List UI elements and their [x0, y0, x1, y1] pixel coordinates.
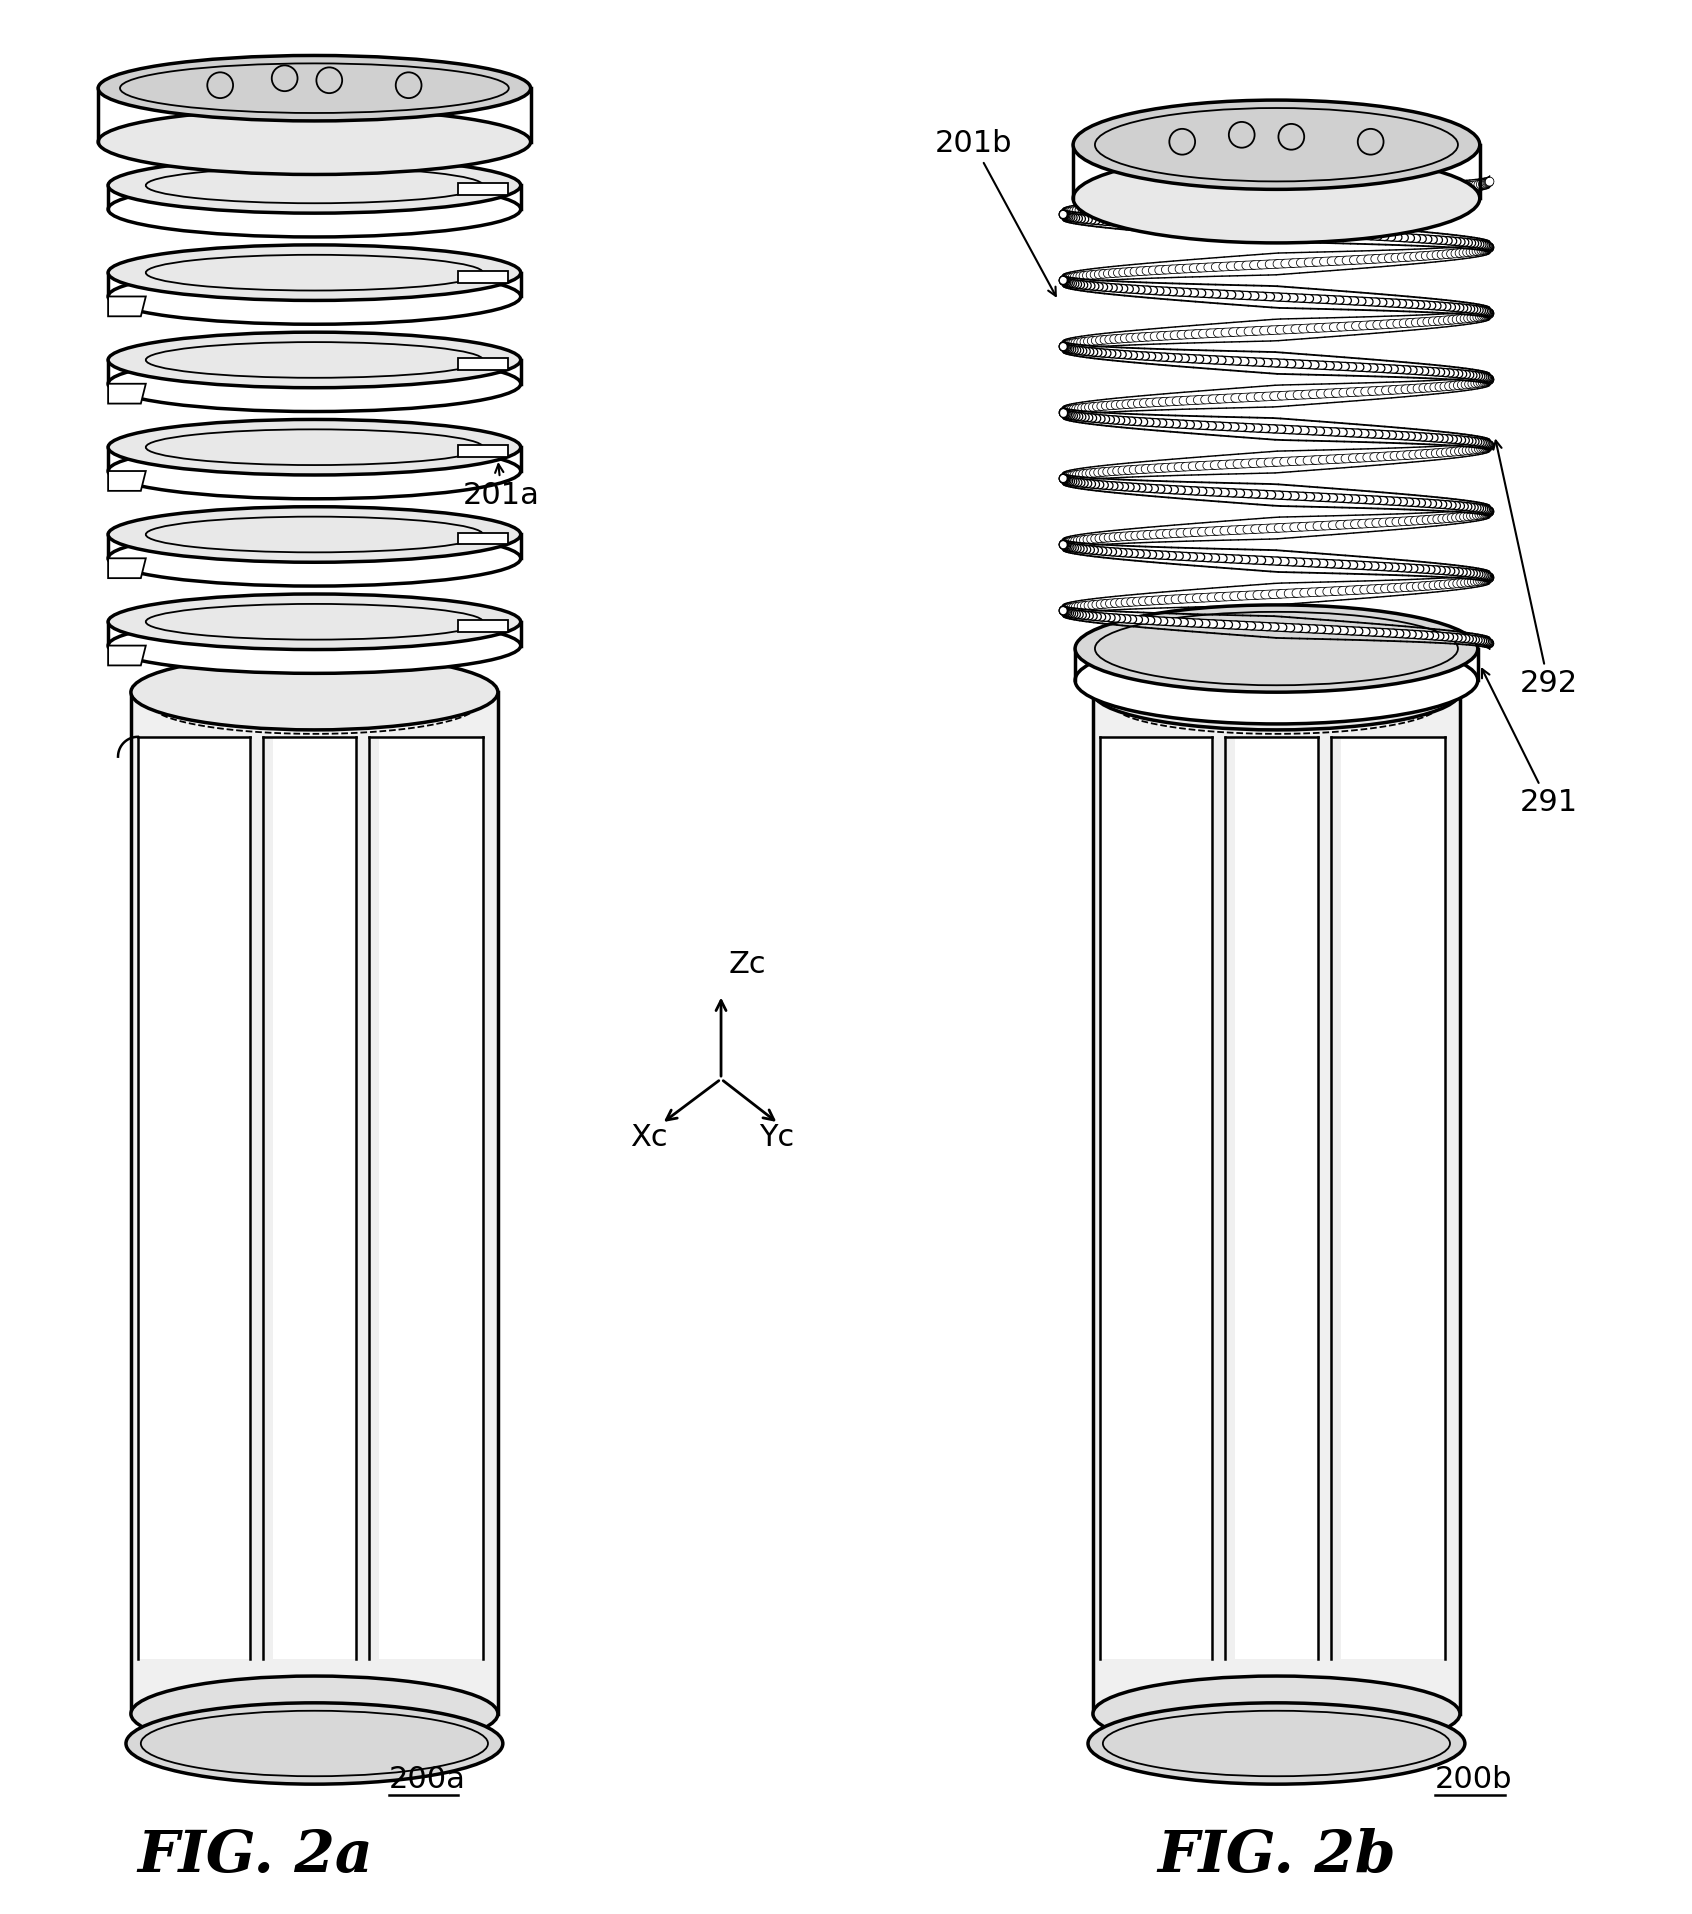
- Polygon shape: [108, 297, 146, 316]
- Ellipse shape: [108, 419, 521, 475]
- Bar: [1235, 737, 1318, 1659]
- Bar: [1093, 693, 1460, 1713]
- Ellipse shape: [1074, 637, 1477, 723]
- Ellipse shape: [108, 618, 521, 674]
- Ellipse shape: [1093, 1677, 1460, 1751]
- Ellipse shape: [108, 593, 521, 649]
- Text: 291: 291: [1482, 670, 1577, 817]
- Ellipse shape: [108, 530, 521, 586]
- Bar: [1100, 737, 1213, 1659]
- Text: 201a: 201a: [464, 465, 540, 509]
- FancyBboxPatch shape: [379, 737, 482, 1659]
- Text: 292: 292: [1494, 440, 1577, 699]
- FancyBboxPatch shape: [459, 532, 508, 544]
- Polygon shape: [108, 559, 146, 578]
- Polygon shape: [108, 471, 146, 490]
- Ellipse shape: [108, 333, 521, 389]
- Ellipse shape: [125, 1703, 503, 1784]
- Ellipse shape: [1093, 655, 1460, 729]
- Polygon shape: [108, 383, 146, 404]
- Text: Yc: Yc: [758, 1124, 794, 1152]
- Ellipse shape: [108, 268, 521, 323]
- FancyBboxPatch shape: [272, 737, 355, 1659]
- FancyBboxPatch shape: [459, 184, 508, 195]
- FancyBboxPatch shape: [459, 358, 508, 369]
- Polygon shape: [108, 645, 146, 666]
- FancyBboxPatch shape: [459, 620, 508, 632]
- FancyBboxPatch shape: [137, 737, 252, 1659]
- Ellipse shape: [98, 109, 531, 174]
- Text: Xc: Xc: [629, 1124, 667, 1152]
- Ellipse shape: [108, 356, 521, 412]
- Text: 200a: 200a: [389, 1765, 465, 1793]
- Text: 201b: 201b: [934, 128, 1056, 297]
- Text: Zc: Zc: [729, 949, 766, 978]
- FancyBboxPatch shape: [459, 270, 508, 283]
- Ellipse shape: [1073, 153, 1480, 243]
- Text: FIG. 2a: FIG. 2a: [137, 1828, 372, 1885]
- FancyBboxPatch shape: [459, 446, 508, 457]
- Ellipse shape: [98, 56, 531, 121]
- Ellipse shape: [108, 157, 521, 212]
- Ellipse shape: [108, 507, 521, 563]
- Ellipse shape: [108, 245, 521, 300]
- Bar: [130, 693, 497, 1713]
- Ellipse shape: [108, 444, 521, 500]
- Bar: [1340, 737, 1445, 1659]
- Ellipse shape: [130, 1677, 497, 1751]
- Ellipse shape: [1073, 100, 1480, 189]
- Text: 200b: 200b: [1435, 1765, 1513, 1793]
- Text: FIG. 2b: FIG. 2b: [1157, 1828, 1396, 1885]
- Ellipse shape: [1088, 1703, 1465, 1784]
- Ellipse shape: [108, 182, 521, 237]
- Ellipse shape: [130, 655, 497, 729]
- Ellipse shape: [1074, 605, 1477, 693]
